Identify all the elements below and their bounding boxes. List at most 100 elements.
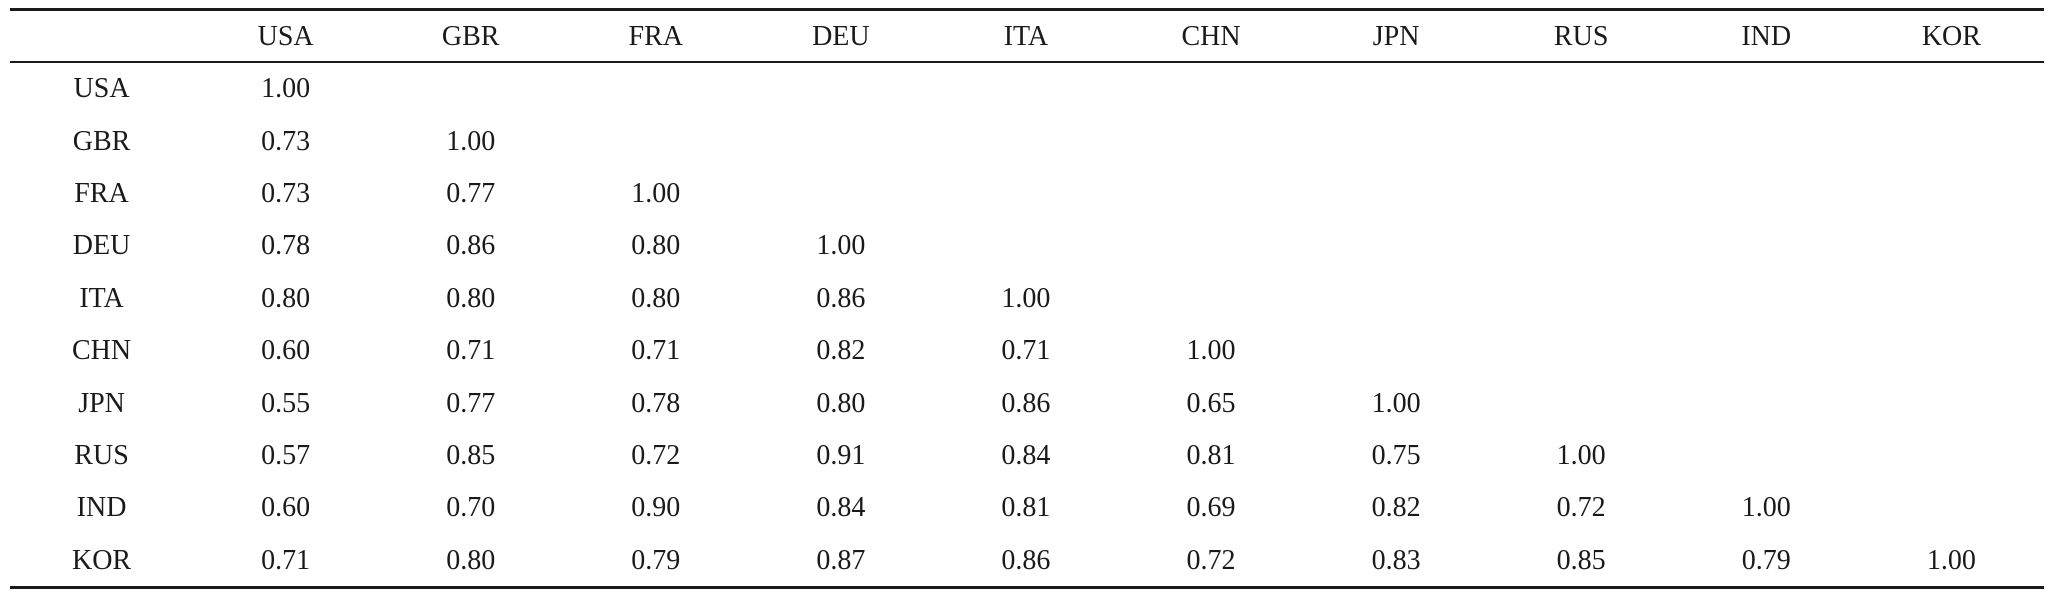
correlation-cell xyxy=(1304,325,1489,377)
correlation-cell xyxy=(1674,430,1859,482)
correlation-cell xyxy=(1118,115,1303,167)
row-header: KOR xyxy=(71,544,132,576)
correlation-cell xyxy=(1859,220,2044,272)
correlation-cell: 0.79 xyxy=(631,544,681,576)
correlation-cell: 0.78 xyxy=(631,387,681,419)
correlation-cell: 0.75 xyxy=(1371,439,1421,471)
correlation-cell: 1.00 xyxy=(816,230,866,262)
correlation-cell xyxy=(1489,220,1674,272)
correlation-cell: 0.79 xyxy=(1741,544,1791,576)
row-header: GBR xyxy=(72,125,131,157)
correlation-cell xyxy=(378,63,563,115)
table-row: CHN 0.60 0.71 0.71 0.82 0.71 1.00 xyxy=(10,325,2044,377)
row-header: IND xyxy=(76,492,127,524)
correlation-cell xyxy=(1674,63,1859,115)
correlation-cell: 0.57 xyxy=(261,439,311,471)
correlation-cell xyxy=(1674,325,1859,377)
table-row: KOR 0.71 0.80 0.79 0.87 0.86 0.72 0.83 0.85 0.79 1… xyxy=(10,535,2044,587)
correlation-cell xyxy=(1118,168,1303,220)
correlation-cell xyxy=(1489,325,1674,377)
column-header: FRA xyxy=(628,20,683,52)
correlation-cell xyxy=(1304,63,1489,115)
table-row: GBR 0.73 1.00 xyxy=(10,115,2044,167)
correlation-cell: 0.60 xyxy=(261,492,311,524)
correlation-cell xyxy=(1859,168,2044,220)
row-header: CHN xyxy=(71,335,132,367)
correlation-cell: 0.80 xyxy=(261,282,311,314)
column-header: CHN xyxy=(1181,20,1241,52)
correlation-cell xyxy=(1304,220,1489,272)
correlation-cell: 1.00 xyxy=(261,73,311,105)
correlation-cell: 0.86 xyxy=(1001,387,1051,419)
correlation-cell: 1.00 xyxy=(1001,282,1051,314)
correlation-cell xyxy=(1674,273,1859,325)
header-rule xyxy=(10,61,2044,63)
correlation-cell: 0.84 xyxy=(1001,439,1051,471)
correlation-cell xyxy=(1489,273,1674,325)
correlation-cell: 0.82 xyxy=(1371,492,1421,524)
row-header: DEU xyxy=(72,230,131,262)
correlation-cell: 0.77 xyxy=(446,177,496,209)
correlation-table-container: USA GBR FRA DEU ITA CHN JPN RUS IND KOR … xyxy=(10,8,2044,590)
correlation-cell: 0.85 xyxy=(1556,544,1606,576)
correlation-cell xyxy=(933,168,1118,220)
correlation-cell: 0.80 xyxy=(631,230,681,262)
correlation-cell: 0.65 xyxy=(1186,387,1236,419)
column-header: ITA xyxy=(1003,20,1049,52)
correlation-cell xyxy=(563,63,748,115)
correlation-cell xyxy=(1674,168,1859,220)
table-row: ITA 0.80 0.80 0.80 0.86 1.00 xyxy=(10,273,2044,325)
correlation-cell xyxy=(1859,430,2044,482)
correlation-cell: 0.70 xyxy=(446,492,496,524)
correlation-cell: 0.80 xyxy=(446,544,496,576)
correlation-cell: 0.69 xyxy=(1186,492,1236,524)
correlation-cell xyxy=(1674,115,1859,167)
correlation-cell: 0.72 xyxy=(1186,544,1236,576)
correlation-cell xyxy=(1859,115,2044,167)
correlation-cell: 0.73 xyxy=(261,125,311,157)
correlation-cell xyxy=(1489,63,1674,115)
correlation-cell: 0.60 xyxy=(261,335,311,367)
correlation-cell xyxy=(748,168,933,220)
correlation-cell: 0.71 xyxy=(631,335,681,367)
column-header: RUS xyxy=(1553,20,1609,52)
row-header: RUS xyxy=(74,439,129,471)
correlation-cell xyxy=(1304,168,1489,220)
correlation-cell: 0.86 xyxy=(1001,544,1051,576)
table-header: USA GBR FRA DEU ITA CHN JPN RUS IND KOR xyxy=(10,8,2044,63)
column-header: USA xyxy=(257,20,314,52)
row-header: FRA xyxy=(74,177,129,209)
correlation-cell xyxy=(1859,325,2044,377)
table-row: RUS 0.57 0.85 0.72 0.91 0.84 0.81 0.75 1.00 xyxy=(10,430,2044,482)
correlation-cell: 0.81 xyxy=(1001,492,1051,524)
correlation-cell xyxy=(563,115,748,167)
correlation-cell xyxy=(748,115,933,167)
table-body: USA 1.00 GBR 0.73 1.00 FRA 0.73 0.77 1.00 DEU 0.78… xyxy=(10,63,2044,587)
correlation-cell: 0.72 xyxy=(631,439,681,471)
correlation-cell: 0.80 xyxy=(631,282,681,314)
correlation-cell: 0.80 xyxy=(446,282,496,314)
table-row: USA 1.00 xyxy=(10,63,2044,115)
correlation-cell: 1.00 xyxy=(1556,439,1606,471)
correlation-cell: 1.00 xyxy=(1741,492,1791,524)
correlation-cell: 0.82 xyxy=(816,335,866,367)
column-header: IND xyxy=(1741,20,1792,52)
bottom-rule xyxy=(10,586,2044,589)
correlation-cell: 0.80 xyxy=(816,387,866,419)
correlation-cell: 0.55 xyxy=(261,387,311,419)
correlation-cell: 0.78 xyxy=(261,230,311,262)
correlation-cell: 0.86 xyxy=(446,230,496,262)
column-header: DEU xyxy=(812,20,870,52)
correlation-cell xyxy=(1674,220,1859,272)
correlation-cell: 0.71 xyxy=(1001,335,1051,367)
table-row: DEU 0.78 0.86 0.80 1.00 xyxy=(10,220,2044,272)
correlation-cell xyxy=(933,63,1118,115)
correlation-cell: 0.86 xyxy=(816,282,866,314)
correlation-cell xyxy=(1859,63,2044,115)
correlation-cell xyxy=(1118,220,1303,272)
correlation-cell: 0.90 xyxy=(631,492,681,524)
correlation-cell: 0.71 xyxy=(446,335,496,367)
column-header: GBR xyxy=(441,20,500,52)
correlation-cell: 1.00 xyxy=(1371,387,1421,419)
correlation-cell xyxy=(933,220,1118,272)
